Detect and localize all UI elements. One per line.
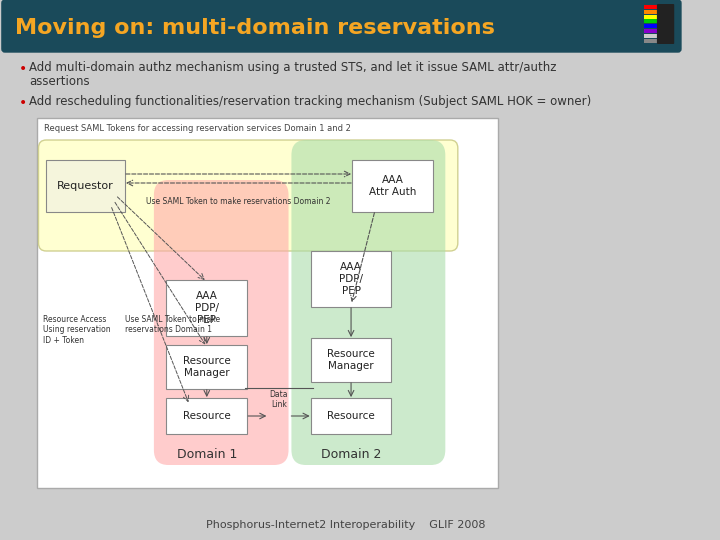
- FancyBboxPatch shape: [154, 180, 289, 465]
- Text: Moving on: multi-domain reservations: Moving on: multi-domain reservations: [15, 18, 495, 38]
- FancyBboxPatch shape: [38, 140, 458, 251]
- Text: Resource: Resource: [183, 411, 230, 421]
- Text: •: •: [19, 62, 27, 76]
- Text: Resource: Resource: [327, 411, 375, 421]
- Text: AAA
Attr Auth: AAA Attr Auth: [369, 175, 416, 197]
- Text: Resource Access
Using reservation
ID + Token: Resource Access Using reservation ID + T…: [43, 315, 111, 345]
- FancyBboxPatch shape: [352, 160, 433, 212]
- FancyBboxPatch shape: [166, 345, 247, 389]
- Text: Add multi-domain authz mechanism using a trusted STS, and let it issue SAML attr: Add multi-domain authz mechanism using a…: [29, 61, 557, 74]
- Text: Phosphorus-Internet2 Interoperability    GLIF 2008: Phosphorus-Internet2 Interoperability GL…: [207, 520, 486, 530]
- Text: Requestor: Requestor: [57, 181, 114, 191]
- Text: Data
Link: Data Link: [270, 390, 288, 409]
- Text: AAA
PDP/
PEP: AAA PDP/ PEP: [195, 292, 219, 325]
- FancyBboxPatch shape: [310, 338, 392, 382]
- Text: Use SAML Token to make
reservations Domain 1: Use SAML Token to make reservations Doma…: [125, 315, 220, 334]
- FancyBboxPatch shape: [46, 160, 125, 212]
- FancyBboxPatch shape: [292, 140, 445, 465]
- Text: Request SAML Tokens for accessing reservation services Domain 1 and 2: Request SAML Tokens for accessing reserv…: [44, 124, 351, 133]
- FancyBboxPatch shape: [166, 398, 247, 434]
- Bar: [644, 29, 662, 33]
- Bar: [644, 5, 662, 9]
- Bar: [644, 15, 662, 18]
- Bar: [644, 19, 662, 23]
- Text: AAA
PDP/
PEP: AAA PDP/ PEP: [339, 262, 363, 295]
- Text: Use SAML Token to make reservations Domain 2: Use SAML Token to make reservations Doma…: [146, 197, 330, 206]
- FancyBboxPatch shape: [166, 280, 247, 336]
- Bar: [644, 34, 662, 38]
- Text: •: •: [19, 96, 27, 110]
- FancyBboxPatch shape: [37, 118, 498, 488]
- Bar: [644, 10, 662, 14]
- Text: assertions: assertions: [29, 75, 89, 88]
- Text: Add rescheduling functionalities/reservation tracking mechanism (Subject SAML HO: Add rescheduling functionalities/reserva…: [29, 95, 591, 108]
- FancyBboxPatch shape: [2, 0, 681, 52]
- FancyBboxPatch shape: [657, 4, 674, 44]
- Bar: [644, 24, 662, 28]
- Text: Domain 2: Domain 2: [321, 448, 382, 461]
- Text: Domain 1: Domain 1: [176, 448, 237, 461]
- FancyBboxPatch shape: [310, 398, 392, 434]
- FancyBboxPatch shape: [310, 251, 392, 307]
- Bar: [644, 38, 662, 43]
- Text: Resource
Manager: Resource Manager: [327, 349, 375, 371]
- Text: Resource
Manager: Resource Manager: [183, 356, 230, 378]
